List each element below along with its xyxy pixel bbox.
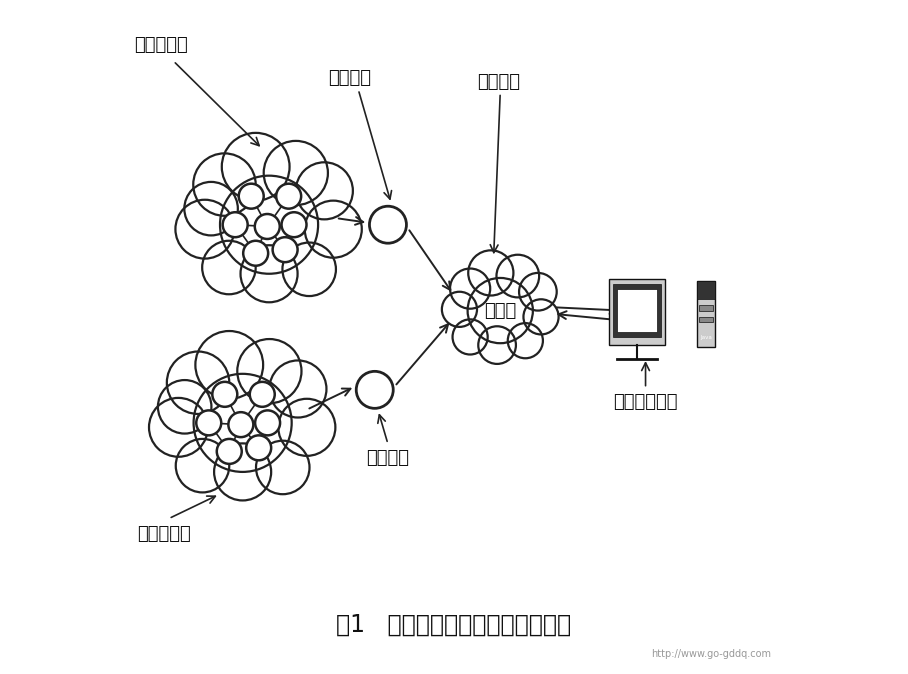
Circle shape — [167, 352, 229, 414]
Bar — [613, 284, 661, 337]
Circle shape — [452, 319, 488, 355]
Circle shape — [497, 255, 539, 297]
Circle shape — [241, 245, 298, 303]
Circle shape — [229, 412, 253, 437]
Circle shape — [222, 133, 290, 201]
Circle shape — [220, 176, 318, 274]
Text: 传感器网络: 传感器网络 — [133, 36, 187, 55]
Circle shape — [508, 323, 543, 359]
Text: 信息处理中心: 信息处理中心 — [613, 393, 677, 411]
Circle shape — [276, 184, 301, 209]
Circle shape — [243, 241, 268, 266]
Circle shape — [450, 268, 490, 309]
Circle shape — [202, 241, 256, 295]
Circle shape — [370, 206, 407, 243]
Circle shape — [296, 162, 353, 219]
Circle shape — [217, 439, 242, 464]
Text: 无线信道: 无线信道 — [329, 69, 371, 88]
Text: http://www.go-gddq.com: http://www.go-gddq.com — [651, 649, 771, 659]
Circle shape — [239, 184, 263, 209]
Circle shape — [442, 292, 477, 327]
Circle shape — [255, 410, 280, 435]
Circle shape — [356, 371, 393, 408]
Bar — [696, 281, 716, 347]
Circle shape — [255, 214, 280, 239]
Circle shape — [222, 212, 248, 237]
Circle shape — [158, 380, 212, 433]
Bar — [699, 317, 713, 322]
Circle shape — [195, 331, 263, 399]
Bar — [617, 289, 657, 332]
Text: Java: Java — [700, 334, 712, 340]
Circle shape — [246, 435, 271, 460]
Circle shape — [278, 399, 335, 456]
Circle shape — [256, 441, 310, 494]
Circle shape — [479, 326, 516, 364]
Bar — [696, 281, 716, 299]
Text: 汇聚节点: 汇聚节点 — [367, 450, 410, 467]
Circle shape — [469, 250, 513, 295]
Circle shape — [272, 237, 298, 262]
Circle shape — [250, 382, 275, 407]
Circle shape — [212, 382, 237, 407]
Circle shape — [193, 154, 256, 216]
Text: 传输网络: 传输网络 — [477, 73, 520, 91]
Circle shape — [282, 243, 336, 296]
Circle shape — [237, 339, 301, 403]
Text: 图1   典型的无线传感器网络拓扑图: 图1 典型的无线传感器网络拓扑图 — [337, 612, 571, 636]
Circle shape — [176, 439, 229, 493]
Circle shape — [149, 398, 208, 457]
Text: 因特网: 因特网 — [484, 301, 517, 319]
Circle shape — [175, 200, 234, 259]
Circle shape — [184, 182, 238, 235]
Circle shape — [468, 278, 533, 343]
Bar — [609, 279, 666, 345]
Circle shape — [523, 299, 558, 334]
Circle shape — [270, 361, 327, 417]
Text: 传感器节点: 传感器节点 — [137, 525, 191, 543]
Circle shape — [281, 212, 307, 237]
Circle shape — [196, 410, 222, 435]
Circle shape — [519, 273, 557, 311]
Bar — [699, 305, 713, 311]
Circle shape — [263, 141, 328, 205]
Circle shape — [305, 201, 361, 257]
Circle shape — [193, 374, 291, 472]
Circle shape — [214, 443, 271, 501]
